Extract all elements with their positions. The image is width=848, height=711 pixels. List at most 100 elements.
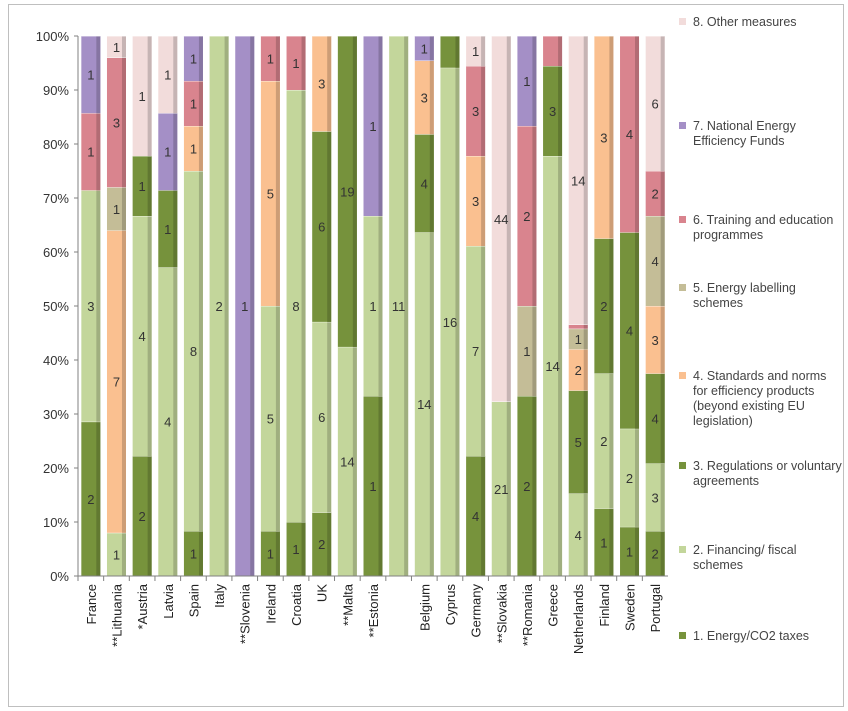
- data-label: 1: [190, 547, 197, 562]
- bar-segment: [106, 57, 126, 188]
- y-tick-label: 40%: [43, 353, 69, 368]
- x-category-label: Croatia: [289, 583, 304, 626]
- bar-segment: [183, 126, 203, 171]
- legend-entry: 8. Other measures: [679, 15, 797, 29]
- bar-segment-shade: [198, 171, 203, 531]
- legend-swatch: [679, 284, 686, 291]
- bar-segment: [337, 36, 357, 347]
- bar-segment: [158, 267, 178, 576]
- bar-segment-shade: [609, 238, 614, 374]
- data-label: 2: [652, 547, 659, 562]
- bar-segment: [466, 156, 486, 246]
- bar-segment-shade: [583, 390, 588, 494]
- bar-segment-shade: [378, 36, 383, 216]
- x-category-label: Germany: [469, 584, 484, 638]
- bar-segment: [132, 216, 152, 456]
- data-label: 1: [113, 202, 120, 217]
- bar-segment: [260, 531, 280, 576]
- bar-segment: [414, 134, 434, 233]
- data-label: 4: [421, 176, 428, 191]
- chart-frame: [8, 4, 844, 707]
- bar-stack: 1 2 4 4: [620, 35, 640, 576]
- data-label: 1: [600, 535, 607, 550]
- bar-segment: [620, 428, 640, 527]
- data-label: 1: [369, 479, 376, 494]
- legend-entry: 2. Financing/ fiscal schemes: [679, 543, 797, 572]
- legend-swatch: [679, 546, 686, 553]
- legend-swatch: [679, 632, 686, 639]
- bar-segment: [183, 81, 203, 126]
- bar-stack: 2 1 2 1: [517, 35, 537, 576]
- bar-segment: [543, 36, 563, 66]
- bar-segment-shade: [506, 401, 511, 576]
- y-tick-label: 0%: [50, 569, 69, 584]
- data-label: 4: [652, 412, 659, 427]
- bar-segment: [106, 36, 126, 58]
- data-label: 4: [472, 509, 479, 524]
- bar-segment-shade: [660, 171, 665, 216]
- bar-segment-shade: [173, 113, 178, 191]
- data-label: 3: [600, 130, 607, 145]
- bar-segment-shade: [173, 36, 178, 114]
- bar-segment-shade: [532, 36, 537, 126]
- bar-segment: [594, 508, 614, 576]
- bar-segment-shade: [429, 60, 434, 135]
- bar-segment-shade: [327, 131, 332, 322]
- data-label: 2: [523, 209, 530, 224]
- legend-swatch: [679, 122, 686, 129]
- bar-segment-shade: [198, 36, 203, 81]
- bar-segment: [286, 522, 306, 576]
- bar-segment: [645, 171, 665, 216]
- bar-segment: [466, 66, 486, 156]
- bar-segment: [158, 36, 178, 114]
- bar-segment-shade: [121, 187, 126, 231]
- data-label: 1: [113, 40, 120, 55]
- bar-segment: [568, 493, 588, 576]
- data-label: 5: [575, 435, 582, 450]
- data-label: 2: [215, 299, 222, 314]
- bar-segment-shade: [250, 36, 255, 576]
- x-category-label: Italy: [212, 584, 227, 608]
- bar-segment-shade: [275, 36, 280, 81]
- data-label: 3: [113, 115, 120, 130]
- bar-segment-shade: [481, 66, 486, 156]
- legend-label: 7. National Energy Efficiency Funds: [693, 119, 797, 148]
- bar-segment: [568, 328, 588, 350]
- bar-segment-shade: [275, 81, 280, 306]
- bar-stack: 2 3 4 3 4 2 6: [645, 35, 665, 576]
- bar-segment: [440, 67, 460, 576]
- data-label: 1: [139, 89, 146, 104]
- bar-segment: [106, 230, 126, 533]
- x-category-label: Belgium: [417, 584, 432, 631]
- bar-segment-shade: [455, 36, 460, 68]
- y-tick-label: 50%: [43, 299, 69, 314]
- x-category-label: Portugal: [648, 584, 663, 633]
- bar-segment: [337, 346, 357, 576]
- bar-segment: [132, 36, 152, 156]
- bar-segment-shade: [352, 346, 357, 576]
- y-tick-label: 60%: [43, 245, 69, 260]
- y-tick-label: 90%: [43, 83, 69, 98]
- bar-segment: [466, 246, 486, 456]
- bar-segment-shade: [198, 531, 203, 576]
- x-category-label: **Slovakia: [494, 583, 509, 643]
- bar-segment-shade: [635, 526, 640, 576]
- data-label: 2: [600, 299, 607, 314]
- bar-segment: [568, 324, 588, 329]
- bar-segment-shade: [635, 36, 640, 233]
- data-label: 21: [494, 482, 508, 497]
- bar-segment-shade: [121, 230, 126, 533]
- bar-segment: [81, 36, 101, 114]
- data-label: 3: [421, 90, 428, 105]
- bar-segment: [106, 187, 126, 231]
- bar-segment-shade: [147, 156, 152, 216]
- legend-entry: 6. Training and education programmes: [679, 213, 833, 242]
- bar-segment-shade: [481, 456, 486, 576]
- legend-entry: 7. National Energy Efficiency Funds: [679, 119, 797, 148]
- data-label: 1: [523, 74, 530, 89]
- bar-segment: [81, 113, 101, 191]
- bar-segment-shade: [96, 421, 101, 576]
- legend-swatch: [679, 18, 686, 25]
- y-axis: 0% 10% 20% 30% 40% 50% 60% 70% 80% 90% 100%: [36, 29, 79, 584]
- bar-segment-shade: [532, 396, 537, 576]
